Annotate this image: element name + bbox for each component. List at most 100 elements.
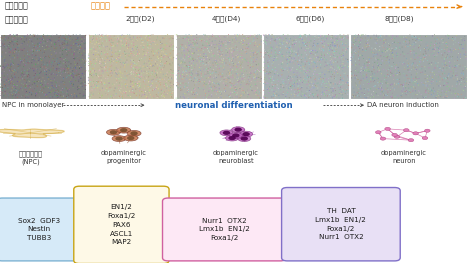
Point bbox=[433, 79, 440, 83]
Point bbox=[7, 70, 15, 74]
Point bbox=[234, 81, 242, 85]
Point bbox=[55, 64, 63, 68]
Point bbox=[202, 44, 210, 48]
Point bbox=[144, 85, 152, 90]
Point bbox=[213, 43, 220, 47]
Point bbox=[285, 74, 292, 78]
Point bbox=[302, 92, 309, 96]
Point bbox=[247, 72, 254, 77]
Point bbox=[255, 33, 263, 37]
Point bbox=[234, 47, 241, 51]
Point bbox=[204, 71, 212, 75]
Point bbox=[328, 48, 336, 53]
Point bbox=[90, 67, 97, 71]
Point bbox=[430, 53, 438, 57]
Point bbox=[159, 77, 166, 82]
Point bbox=[0, 68, 7, 72]
Point bbox=[152, 71, 159, 75]
Point bbox=[321, 94, 329, 98]
Point bbox=[25, 79, 32, 83]
Point bbox=[284, 50, 291, 54]
Point bbox=[461, 64, 467, 69]
Point bbox=[311, 56, 318, 60]
Point bbox=[50, 88, 57, 92]
Point bbox=[270, 77, 277, 81]
Point bbox=[443, 48, 450, 52]
Point bbox=[361, 95, 368, 100]
Point bbox=[282, 80, 290, 84]
Point bbox=[101, 67, 109, 71]
Point bbox=[205, 89, 212, 94]
Point bbox=[23, 89, 30, 94]
Point bbox=[305, 33, 313, 37]
Point bbox=[247, 33, 254, 38]
Point bbox=[321, 60, 329, 64]
Point bbox=[153, 94, 161, 98]
Point bbox=[311, 43, 318, 47]
Point bbox=[124, 93, 132, 97]
Point bbox=[334, 82, 341, 86]
Point bbox=[47, 48, 55, 53]
Point bbox=[400, 60, 407, 65]
Point bbox=[452, 93, 460, 97]
Point bbox=[289, 73, 297, 77]
Point bbox=[370, 68, 378, 72]
Point bbox=[140, 49, 148, 54]
Point bbox=[239, 42, 247, 46]
Point bbox=[311, 38, 318, 42]
Point bbox=[317, 34, 324, 38]
Point bbox=[159, 94, 167, 99]
Point bbox=[425, 53, 433, 57]
Point bbox=[54, 63, 62, 67]
Point bbox=[207, 74, 214, 79]
Point bbox=[235, 96, 243, 100]
Point bbox=[312, 92, 319, 96]
Point bbox=[447, 70, 455, 74]
Point bbox=[239, 57, 247, 62]
Point bbox=[134, 45, 141, 49]
Point bbox=[327, 90, 335, 94]
Point bbox=[352, 68, 359, 73]
Point bbox=[140, 70, 148, 75]
Point bbox=[157, 42, 164, 46]
Point bbox=[39, 85, 47, 90]
Point bbox=[21, 76, 28, 80]
Point bbox=[416, 53, 423, 58]
Point bbox=[212, 61, 219, 65]
Point bbox=[287, 44, 294, 48]
Point bbox=[146, 83, 153, 87]
Point bbox=[154, 83, 161, 87]
Point bbox=[289, 96, 297, 100]
Point bbox=[161, 77, 168, 81]
Point bbox=[245, 37, 253, 41]
Point bbox=[173, 84, 180, 88]
Point bbox=[184, 89, 192, 94]
Point bbox=[254, 37, 261, 41]
Point bbox=[336, 87, 344, 91]
Point bbox=[299, 92, 306, 96]
Point bbox=[404, 76, 412, 80]
Point bbox=[132, 38, 140, 43]
Point bbox=[0, 93, 5, 97]
Point bbox=[47, 64, 54, 69]
Point bbox=[391, 87, 398, 91]
Point bbox=[393, 71, 401, 75]
Point bbox=[284, 41, 292, 45]
Point bbox=[213, 46, 221, 50]
Point bbox=[36, 90, 43, 94]
Point bbox=[18, 37, 25, 41]
Point bbox=[209, 89, 216, 93]
Point bbox=[283, 75, 291, 79]
Point bbox=[36, 78, 43, 82]
Point bbox=[0, 42, 7, 46]
Point bbox=[349, 55, 356, 59]
Point bbox=[376, 86, 383, 90]
Point bbox=[37, 39, 45, 43]
Point bbox=[29, 49, 37, 53]
Point bbox=[179, 43, 186, 47]
Point bbox=[389, 56, 397, 60]
Point bbox=[33, 83, 41, 88]
Point bbox=[389, 82, 396, 86]
Point bbox=[118, 94, 126, 98]
Point bbox=[70, 95, 78, 99]
